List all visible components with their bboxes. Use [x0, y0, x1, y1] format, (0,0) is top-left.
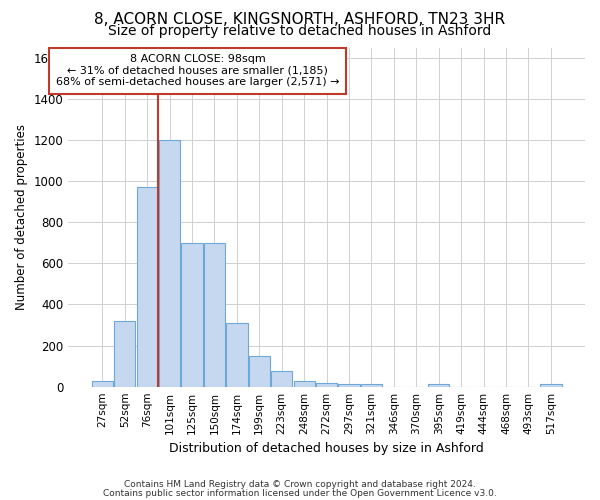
- X-axis label: Distribution of detached houses by size in Ashford: Distribution of detached houses by size …: [169, 442, 484, 455]
- Bar: [293, 380, 315, 386]
- Bar: [204, 243, 225, 386]
- Bar: [181, 243, 203, 386]
- Bar: [159, 140, 180, 386]
- Bar: [540, 384, 562, 386]
- Bar: [248, 356, 270, 386]
- Bar: [226, 323, 248, 386]
- Bar: [137, 188, 158, 386]
- Text: 8, ACORN CLOSE, KINGSNORTH, ASHFORD, TN23 3HR: 8, ACORN CLOSE, KINGSNORTH, ASHFORD, TN2…: [94, 12, 506, 28]
- Y-axis label: Number of detached properties: Number of detached properties: [15, 124, 28, 310]
- Bar: [316, 382, 337, 386]
- Text: Contains public sector information licensed under the Open Government Licence v3: Contains public sector information licen…: [103, 488, 497, 498]
- Text: 8 ACORN CLOSE: 98sqm
← 31% of detached houses are smaller (1,185)
68% of semi-de: 8 ACORN CLOSE: 98sqm ← 31% of detached h…: [56, 54, 339, 88]
- Bar: [271, 372, 292, 386]
- Text: Size of property relative to detached houses in Ashford: Size of property relative to detached ho…: [109, 24, 491, 38]
- Text: Contains HM Land Registry data © Crown copyright and database right 2024.: Contains HM Land Registry data © Crown c…: [124, 480, 476, 489]
- Bar: [338, 384, 359, 386]
- Bar: [428, 384, 449, 386]
- Bar: [361, 384, 382, 386]
- Bar: [114, 321, 136, 386]
- Bar: [92, 380, 113, 386]
